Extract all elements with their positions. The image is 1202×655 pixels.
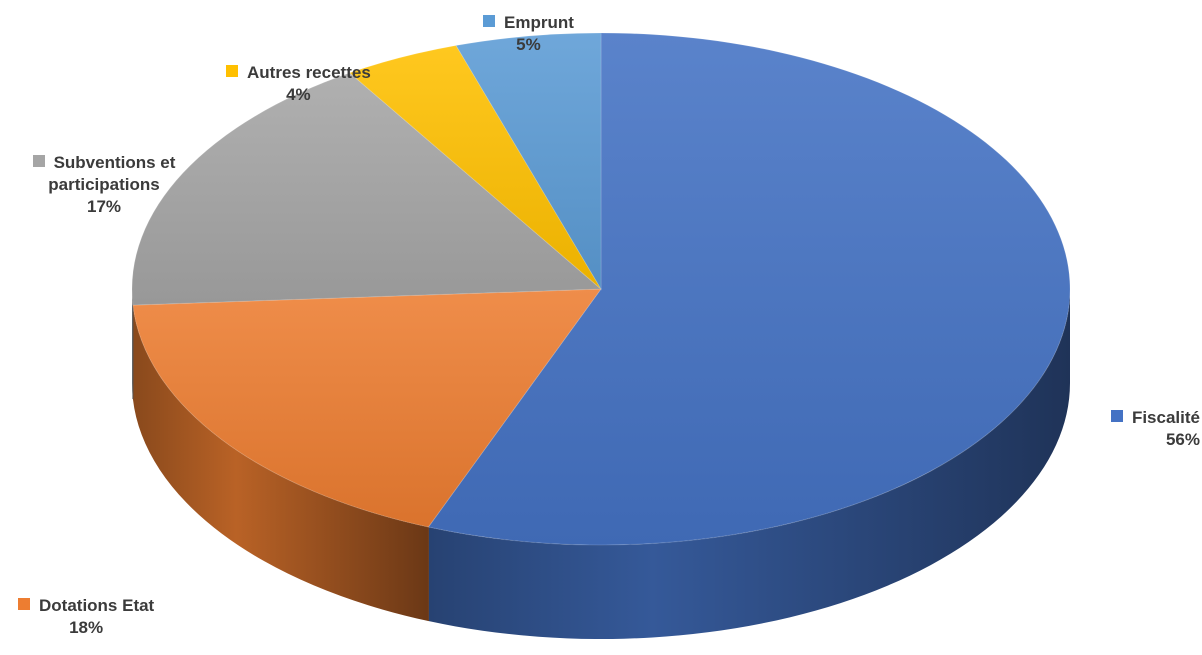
pie-slice-subventions [131,72,603,306]
pie-slice-emprunt [455,32,602,291]
legend-swatch-subventions [32,155,45,167]
pie-slice-dotations-etat [132,288,603,528]
label-autres-recettes: Autres recettes 4% [226,62,371,106]
legend-swatch-dotations-etat [18,598,30,610]
label-dotations-etat: Dotations Etat 18% [18,595,154,639]
pie-side-dotations-etat [132,305,429,622]
legend-swatch-fiscalite [1110,410,1123,422]
label-fiscalite: Fiscalité 56% [1090,407,1200,451]
label-emprunt: Emprunt 5% [483,12,574,56]
label-subventions: Subventions et participations 17% [13,152,195,218]
pie-slice-fiscalite [427,32,1071,546]
pie-sides [132,289,1070,639]
legend-swatch-autres-recettes [226,65,238,77]
pie-slice-autres-recettes [348,44,602,290]
pie-side-fiscalite [428,289,1070,639]
pie-tops [131,32,1071,546]
legend-swatch-emprunt [483,15,495,27]
